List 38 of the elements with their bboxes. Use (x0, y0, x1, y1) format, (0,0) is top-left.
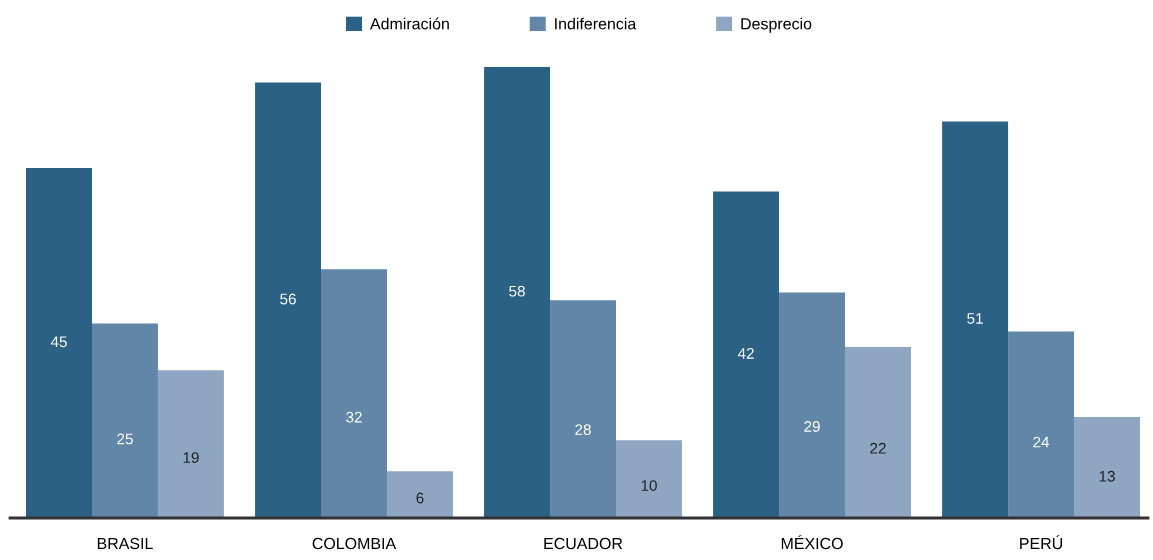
data-label: 32 (346, 411, 362, 423)
legend-label: Desprecio (741, 17, 812, 33)
x-tick-label: BRASIL (97, 537, 153, 550)
bar (255, 82, 322, 518)
bar (1074, 416, 1140, 518)
bar (321, 269, 387, 518)
x-tick-label: COLOMBIA (312, 537, 397, 550)
data-label: 45 (50, 336, 67, 348)
data-label: 19 (183, 452, 199, 463)
data-label: 42 (737, 347, 754, 359)
x-tick-label: MÉXICO (781, 535, 843, 550)
data-label: 6 (416, 492, 424, 504)
x-tick-label: ECUADOR (544, 537, 623, 550)
legend-label: Indiferencia (555, 17, 637, 30)
bar (942, 121, 1009, 518)
bar (157, 370, 224, 518)
bar (615, 440, 682, 518)
x-tick-label: PERÚ (1020, 535, 1062, 550)
data-label: 24 (1033, 436, 1050, 448)
bar (779, 292, 846, 518)
data-label: 25 (117, 433, 133, 445)
bar (713, 191, 780, 518)
data-label: 58 (509, 285, 525, 297)
bar (845, 346, 911, 518)
bar (484, 67, 551, 518)
data-label: 51 (967, 313, 983, 324)
bar (26, 168, 92, 518)
data-label: 22 (870, 442, 886, 454)
legend-label: Admiración (370, 17, 449, 30)
bar (1008, 331, 1075, 518)
bar (91, 323, 158, 518)
data-label: 10 (641, 480, 657, 491)
data-label: 56 (280, 293, 296, 305)
data-label: 28 (575, 424, 591, 436)
data-label: 13 (1099, 470, 1115, 482)
bar (386, 471, 453, 518)
bar (550, 300, 616, 518)
data-label: 29 (804, 421, 820, 432)
